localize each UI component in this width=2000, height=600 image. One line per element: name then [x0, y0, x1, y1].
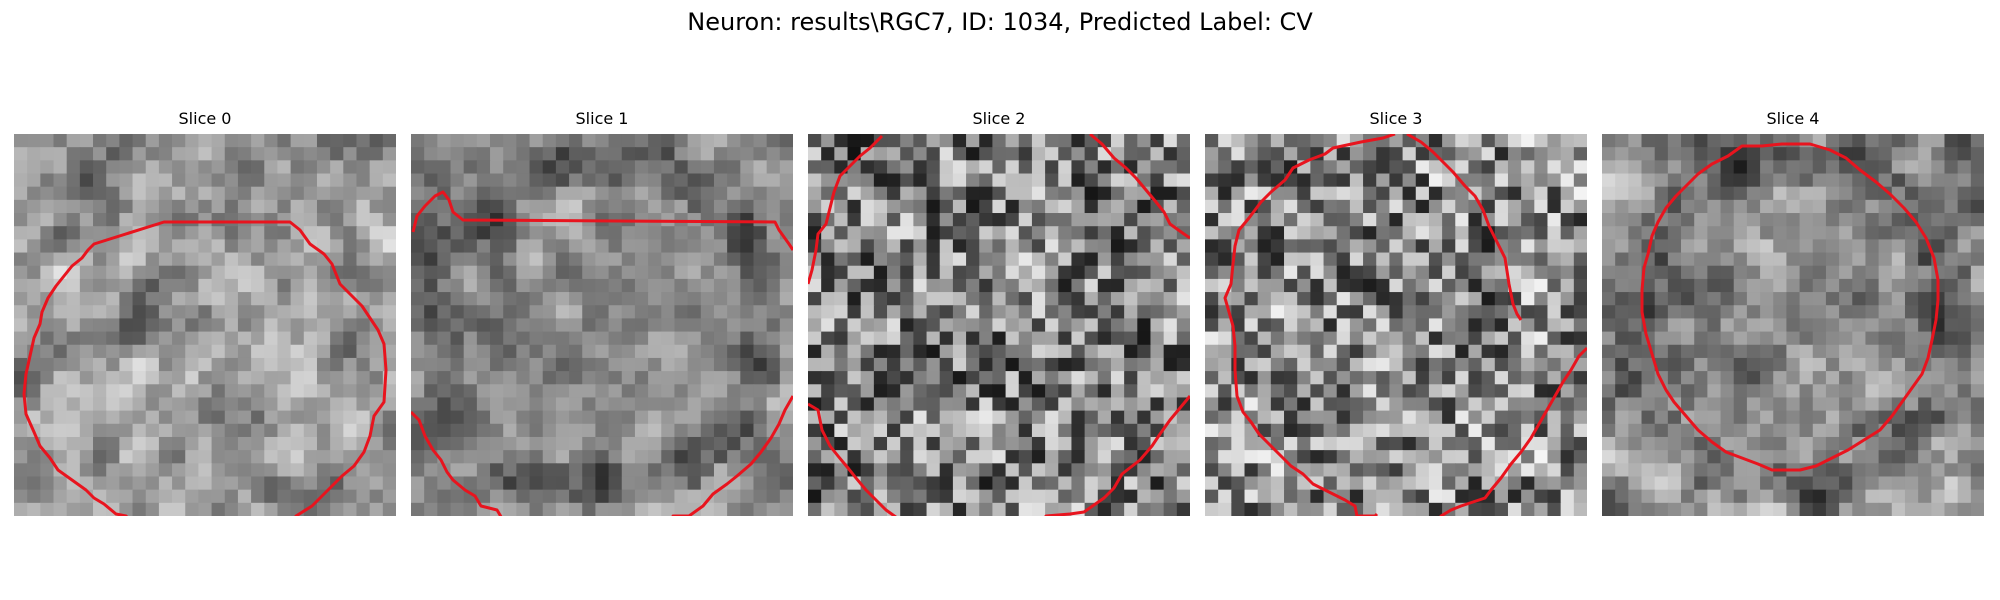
slice-2-contour: [808, 134, 1190, 516]
slice-3-contour: [1223, 134, 1587, 516]
slice-0-pixels: [14, 134, 396, 516]
slice-4-contour: [1640, 142, 1940, 472]
slice-1-image: [411, 134, 793, 516]
slice-0-contour: [22, 220, 388, 516]
panel-title-slice-1: Slice 1: [575, 109, 629, 128]
slice-2-image: [808, 134, 1190, 516]
slice-3-image: [1205, 134, 1587, 516]
slice-0-image: [14, 134, 396, 516]
panel-title-slice-2: Slice 2: [972, 109, 1026, 128]
figure-title: Neuron: results\RGC7, ID: 1034, Predicte…: [687, 8, 1313, 36]
panel-title-slice-3: Slice 3: [1369, 109, 1423, 128]
slice-2-pixels: [808, 134, 1190, 516]
slice-1-contour: [411, 190, 793, 516]
panel-title-slice-0: Slice 0: [178, 109, 232, 128]
slice-1-pixels: [411, 134, 793, 516]
slice-4-pixels: [1602, 134, 1984, 516]
slice-4-image: [1602, 134, 1984, 516]
panel-title-slice-4: Slice 4: [1766, 109, 1820, 128]
slice-3-pixels: [1205, 134, 1587, 516]
